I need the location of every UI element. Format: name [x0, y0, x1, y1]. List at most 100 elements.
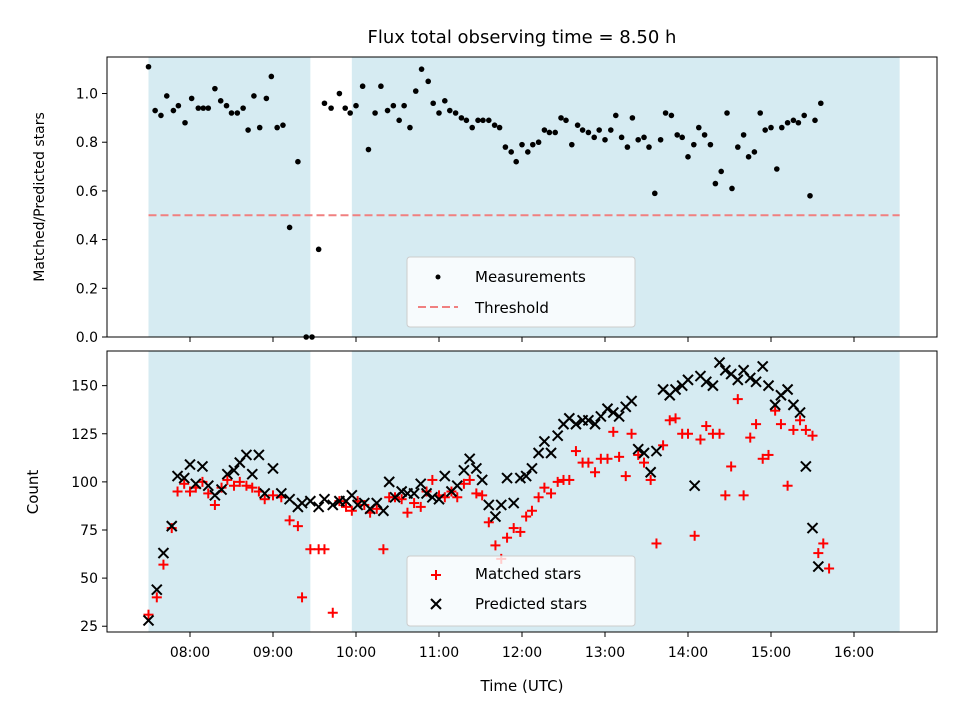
measurement-point: [175, 102, 182, 109]
predicted-star-point: [275, 487, 288, 500]
measurement-point: [685, 154, 691, 160]
x-b: [275, 487, 288, 500]
measurement-point: [525, 149, 531, 155]
legend-predicted-label: Predicted stars: [475, 595, 587, 613]
measurement-point: [234, 110, 241, 116]
predicted-star-point: [520, 470, 532, 482]
measurement-point: [701, 132, 708, 138]
matched-star-point: [228, 480, 239, 491]
x-b: [719, 364, 732, 376]
measurement-point: [446, 107, 453, 114]
predicted-star-point: [458, 464, 470, 477]
measurement-point: [280, 122, 286, 128]
measurement-point: [774, 166, 780, 172]
predicted-star-point: [426, 491, 439, 503]
y-tick-label: 125: [71, 427, 98, 443]
x-b: [415, 478, 427, 490]
legend-matched-label: Matched stars: [475, 565, 581, 583]
measurement-point: [657, 136, 664, 143]
predicted-star-point: [351, 499, 364, 511]
x-b: [812, 560, 825, 573]
matched-star-point: [670, 413, 681, 424]
bottom-x-ticks: 08:00 09:00 10:00 11:00 12:00 13:00 14:00 15:00…: [170, 632, 874, 661]
measurement-point: [245, 127, 251, 133]
measurement-point: [365, 146, 372, 153]
measurement-point: [263, 95, 270, 102]
predicted-star-point: [240, 449, 253, 461]
x-b: [470, 462, 483, 475]
predicted-star-point: [495, 499, 507, 511]
x-b: [781, 383, 794, 396]
x-b: [756, 360, 769, 373]
measurement-point: [217, 98, 224, 104]
matched-star-point: [714, 428, 725, 439]
bottom-panel: 25 50 75 100 125 150 08:00 09:00 10:00 11:00 12:0…: [24, 350, 938, 695]
x-b: [157, 547, 170, 559]
x-tick-label: 16:00: [834, 645, 874, 661]
x-b: [351, 499, 364, 511]
predicted-star-point: [526, 462, 538, 475]
matched-star-point: [292, 521, 303, 532]
measurement-point: [188, 95, 195, 102]
matched-star-point: [800, 424, 811, 435]
measurement-point: [336, 90, 343, 97]
measurement-point: [712, 180, 719, 187]
matched-star-point: [824, 563, 835, 574]
bottom-legend: Matched stars Predicted stars: [406, 555, 636, 627]
x-b: [495, 499, 507, 511]
matched-star-point: [564, 474, 575, 485]
matched-star-point: [209, 499, 220, 510]
predicted-star-point: [171, 470, 184, 482]
measurement-point: [801, 112, 807, 119]
measurement-point: [784, 119, 791, 126]
measurement-point: [458, 115, 465, 121]
predicted-star-point: [451, 480, 463, 492]
x-b: [283, 493, 296, 505]
measurement-point: [286, 224, 293, 231]
matched-star-point: [651, 538, 662, 549]
x-b: [383, 476, 395, 488]
matched-star-point: [297, 592, 308, 603]
x-b: [312, 501, 325, 513]
matched-star-point: [490, 540, 501, 551]
measurement-point: [407, 124, 413, 131]
matched-star-point: [483, 517, 494, 528]
matched-star-point: [608, 426, 619, 437]
x-b: [613, 410, 625, 423]
y-tick-label: 0.8: [76, 135, 98, 151]
measurement-point: [674, 132, 681, 138]
measurement-point: [170, 107, 177, 114]
measurement-point: [552, 129, 558, 136]
predicted-star-point: [700, 376, 712, 388]
measurement-point: [152, 107, 158, 114]
matched-star-point: [327, 607, 338, 618]
measurement-point: [508, 149, 515, 155]
matched-star-point: [268, 490, 278, 501]
predicted-star-point: [464, 453, 476, 465]
x-b: [744, 372, 756, 384]
matched-star-point: [763, 449, 774, 460]
predicted-star-point: [215, 483, 228, 496]
measurement-point: [347, 110, 353, 116]
measurement-point: [529, 141, 536, 148]
measurement-point: [491, 122, 498, 128]
x-b: [408, 487, 420, 500]
measurement-point: [585, 129, 592, 136]
x-b: [570, 418, 582, 430]
x-b: [638, 447, 650, 459]
x-b: [632, 443, 644, 455]
x-tick-label: 14:00: [668, 645, 708, 661]
predicted-star-point: [228, 464, 240, 477]
predicted-star-point: [638, 447, 650, 459]
matched-star-point: [346, 505, 357, 516]
matched-star-point: [818, 538, 829, 549]
matched-star-point: [151, 592, 162, 603]
predicted-star-point: [812, 560, 825, 573]
measurement-point: [652, 190, 658, 197]
x-b: [433, 493, 445, 505]
predicted-star-point: [589, 418, 601, 430]
measurement-point: [240, 105, 246, 111]
x-b: [358, 497, 371, 509]
predicted-star-point: [202, 480, 214, 492]
